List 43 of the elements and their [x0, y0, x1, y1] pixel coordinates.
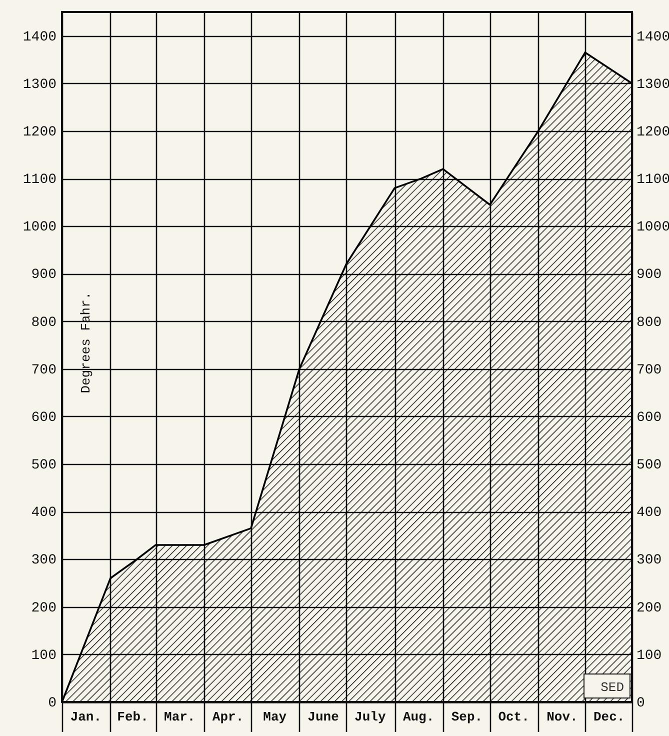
y-tick-label: 500: [31, 458, 56, 474]
x-tick-label: Nov.: [546, 710, 578, 724]
y2-tick-label: 1300: [636, 76, 669, 93]
y2-tick-label: 700: [636, 362, 662, 378]
y2-tick-label: 1200: [636, 124, 669, 140]
x-tick-label: Apr.: [212, 710, 244, 724]
y-tick-label: 100: [31, 648, 56, 664]
y-tick-label: 400: [31, 505, 56, 522]
x-tick-label: Sep.: [451, 710, 483, 724]
y-tick-label: 0: [48, 696, 56, 712]
y-tick-label: 800: [31, 314, 56, 331]
x-tick-label: Aug.: [402, 710, 434, 724]
annotation: SED: [600, 680, 624, 695]
y2-tick-label: 200: [636, 600, 662, 616]
x-tick-label: July: [354, 710, 386, 724]
y-tick-label: 200: [31, 600, 56, 616]
x-tick-label: Jan.: [70, 710, 102, 724]
x-tick-label: May: [263, 710, 287, 724]
y-tick-label: 300: [31, 552, 56, 569]
y-tick-label: 1200: [22, 124, 56, 140]
y-tick-label: 700: [31, 362, 56, 378]
y-tick-label: 1000: [22, 220, 56, 236]
x-tick-label: June: [308, 710, 340, 724]
y2-tick-label: 300: [636, 552, 662, 569]
y-tick-label: 1400: [22, 29, 56, 46]
y2-tick-label: 500: [636, 458, 662, 474]
y-tick-label: 1300: [22, 76, 56, 93]
y2-tick-label: 800: [636, 314, 662, 331]
x-tick-label: Oct.: [498, 710, 530, 724]
y-tick-label: 1100: [22, 172, 56, 188]
y2-tick-label: 1000: [636, 220, 669, 236]
x-tick-label: Dec.: [593, 710, 625, 724]
y2-tick-label: 600: [636, 410, 662, 426]
y-tick-label: 600: [31, 410, 56, 426]
y2-tick-label: 100: [636, 648, 662, 664]
x-tick-label: Feb.: [117, 710, 148, 724]
y2-tick-label: 900: [636, 267, 662, 284]
y2-tick-label: 1400: [636, 29, 669, 46]
x-tick-label: Mar.: [164, 710, 196, 724]
y2-tick-label: 0: [636, 696, 645, 712]
y-tick-label: 900: [31, 267, 56, 284]
y2-tick-label: 1100: [636, 172, 669, 188]
y2-tick-label: 400: [636, 505, 662, 522]
